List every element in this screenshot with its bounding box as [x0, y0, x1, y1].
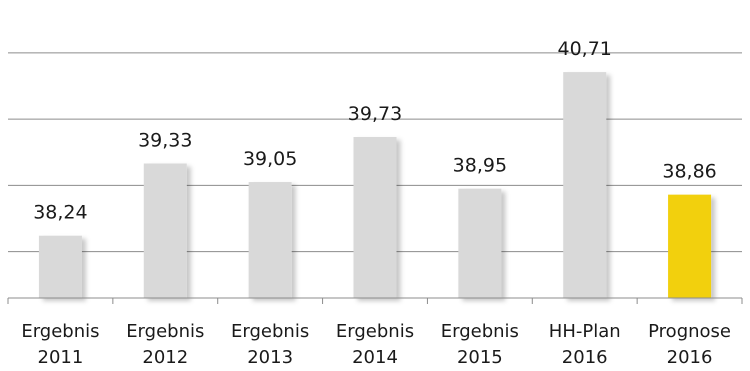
category-label-line: Ergebnis: [126, 321, 204, 342]
data-label: 38,86: [662, 161, 716, 183]
category-label-line: 2012: [142, 347, 188, 368]
data-label: 39,05: [243, 148, 297, 170]
category-label-line: Ergebnis: [336, 321, 414, 342]
category-label: Ergebnis 2012: [126, 321, 204, 368]
bars: [38, 72, 712, 299]
category-label-line: Ergebnis: [21, 321, 99, 342]
bar: [458, 188, 502, 298]
data-label: 38,24: [33, 202, 87, 224]
category-label: Ergebnis 2011: [21, 321, 99, 368]
data-label: 40,71: [558, 38, 612, 60]
bar: [38, 235, 82, 298]
category-label-line: 2016: [562, 347, 608, 368]
bar: [668, 194, 712, 298]
category-label-line: 2016: [667, 347, 713, 368]
value-labels: 38,24 39,33 39,05 39,73 38,95 40,71 38,86: [33, 38, 717, 224]
category-label: Prognose 2016: [648, 321, 731, 368]
bar: [143, 163, 187, 298]
category-label: Ergebnis 2013: [231, 321, 309, 368]
category-label-line: 2014: [352, 347, 398, 368]
category-label-line: 2011: [38, 347, 84, 368]
bar: [248, 182, 292, 298]
category-label-line: 2013: [247, 347, 293, 368]
category-label-line: HH-Plan: [549, 321, 621, 342]
category-label-line: Prognose: [648, 321, 731, 342]
data-label: 39,33: [138, 130, 192, 152]
category-label: Ergebnis 2014: [336, 321, 414, 368]
bar: [353, 137, 397, 298]
data-label: 39,73: [348, 103, 402, 125]
category-label-line: Ergebnis: [231, 321, 309, 342]
data-label: 38,95: [453, 155, 507, 177]
category-label: Ergebnis 2015: [441, 321, 519, 368]
category-label-line: 2015: [457, 347, 503, 368]
x-axis: [7, 297, 743, 304]
bar: [563, 72, 607, 299]
category-label-line: Ergebnis: [441, 321, 519, 342]
category-label: HH-Plan 2016: [549, 321, 621, 368]
